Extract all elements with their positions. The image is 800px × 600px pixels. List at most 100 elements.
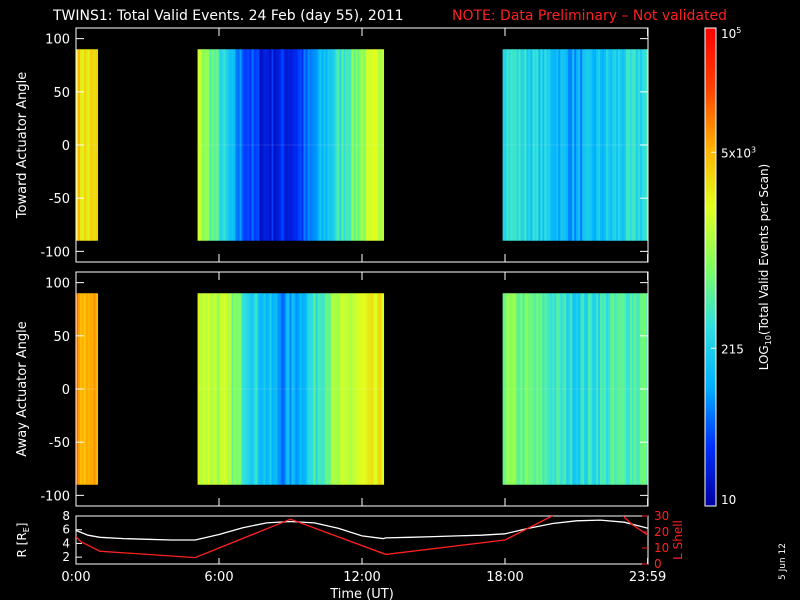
toward-column (631, 49, 635, 241)
away-column (617, 293, 621, 485)
orbit-lines (76, 516, 648, 559)
away-column (373, 293, 377, 485)
toward-column (381, 49, 385, 241)
toward-column (237, 49, 241, 241)
toward-column (504, 49, 508, 241)
away-column (576, 293, 579, 485)
away-ytick-label: 0 (62, 383, 70, 398)
toward-column (95, 49, 99, 241)
away-column (554, 293, 557, 485)
toward-column (309, 49, 313, 241)
toward-column (197, 49, 201, 241)
time-tick-label: 6:00 (204, 570, 233, 585)
toward-angle-panel: 100 50 0 -50 -100 Toward Actuator Angle (15, 27, 649, 263)
toward-column (281, 49, 285, 241)
toward-column (325, 49, 329, 241)
away-column (586, 293, 589, 485)
away-column (219, 293, 223, 485)
away-column (217, 293, 221, 485)
away-column (369, 293, 373, 485)
toward-column (311, 49, 315, 241)
away-column (317, 293, 321, 485)
toward-column (592, 49, 595, 241)
toward-column (209, 49, 213, 241)
away-column (635, 293, 639, 485)
toward-column (371, 49, 375, 241)
away-column (590, 293, 593, 485)
toward-column (303, 49, 307, 241)
toward-column (313, 49, 317, 241)
away-column (251, 293, 255, 485)
away-column (259, 293, 263, 485)
toward-column (637, 49, 641, 241)
away-column (89, 293, 93, 485)
toward-column (611, 49, 615, 241)
away-column (323, 293, 327, 485)
toward-column (245, 49, 249, 241)
away-column (277, 293, 281, 485)
toward-column (91, 49, 95, 241)
away-column (301, 293, 305, 485)
away-column (335, 293, 339, 485)
toward-column (574, 49, 577, 241)
toward-column (359, 49, 363, 241)
toward-column (257, 49, 261, 241)
toward-column (560, 49, 563, 241)
toward-column (351, 49, 355, 241)
away-column (197, 293, 201, 485)
toward-column (213, 49, 217, 241)
away-column (265, 293, 269, 485)
away-column (564, 293, 567, 485)
toward-column (508, 49, 512, 241)
away-column (520, 293, 524, 485)
toward-column (588, 49, 591, 241)
toward-column (606, 49, 609, 241)
away-column (93, 293, 97, 485)
toward-column (546, 49, 549, 241)
toward-column (329, 49, 333, 241)
away-column (637, 293, 641, 485)
toward-column (375, 49, 379, 241)
toward-column (321, 49, 325, 241)
away-column (357, 293, 361, 485)
away-column (347, 293, 351, 485)
away-column (257, 293, 261, 485)
away-column (566, 293, 569, 485)
away-column (363, 293, 367, 485)
away-column (249, 293, 253, 485)
away-column (303, 293, 307, 485)
toward-column (596, 49, 599, 241)
away-column (528, 293, 532, 485)
toward-column (532, 49, 536, 241)
away-column (215, 293, 219, 485)
colorbar-tick-label: 215 (721, 342, 744, 356)
toward-column (613, 49, 617, 241)
away-column (233, 293, 237, 485)
toward-column (315, 49, 319, 241)
toward-column (608, 49, 611, 241)
preliminary-note: NOTE: Data Preliminary – Not validated (452, 8, 727, 24)
away-column (540, 293, 543, 485)
away-column (289, 293, 293, 485)
away-column (275, 293, 279, 485)
away-column (225, 293, 229, 485)
away-column (506, 293, 510, 485)
away-column (588, 293, 591, 485)
away-column (381, 293, 385, 485)
toward-column (379, 49, 383, 241)
toward-column (514, 49, 518, 241)
toward-column (337, 49, 341, 241)
away-column (231, 293, 235, 485)
toward-column (227, 49, 231, 241)
away-column (518, 293, 522, 485)
toward-column (526, 49, 530, 241)
toward-column (357, 49, 361, 241)
toward-column (578, 49, 581, 241)
toward-column (317, 49, 321, 241)
away-y-axis-label: Away Actuator Angle (15, 321, 30, 456)
time-tick-label: 18:00 (486, 570, 523, 585)
toward-column (590, 49, 593, 241)
orbit-right-y-ticks: 30 20 10 0 (642, 509, 669, 571)
away-column (223, 293, 227, 485)
